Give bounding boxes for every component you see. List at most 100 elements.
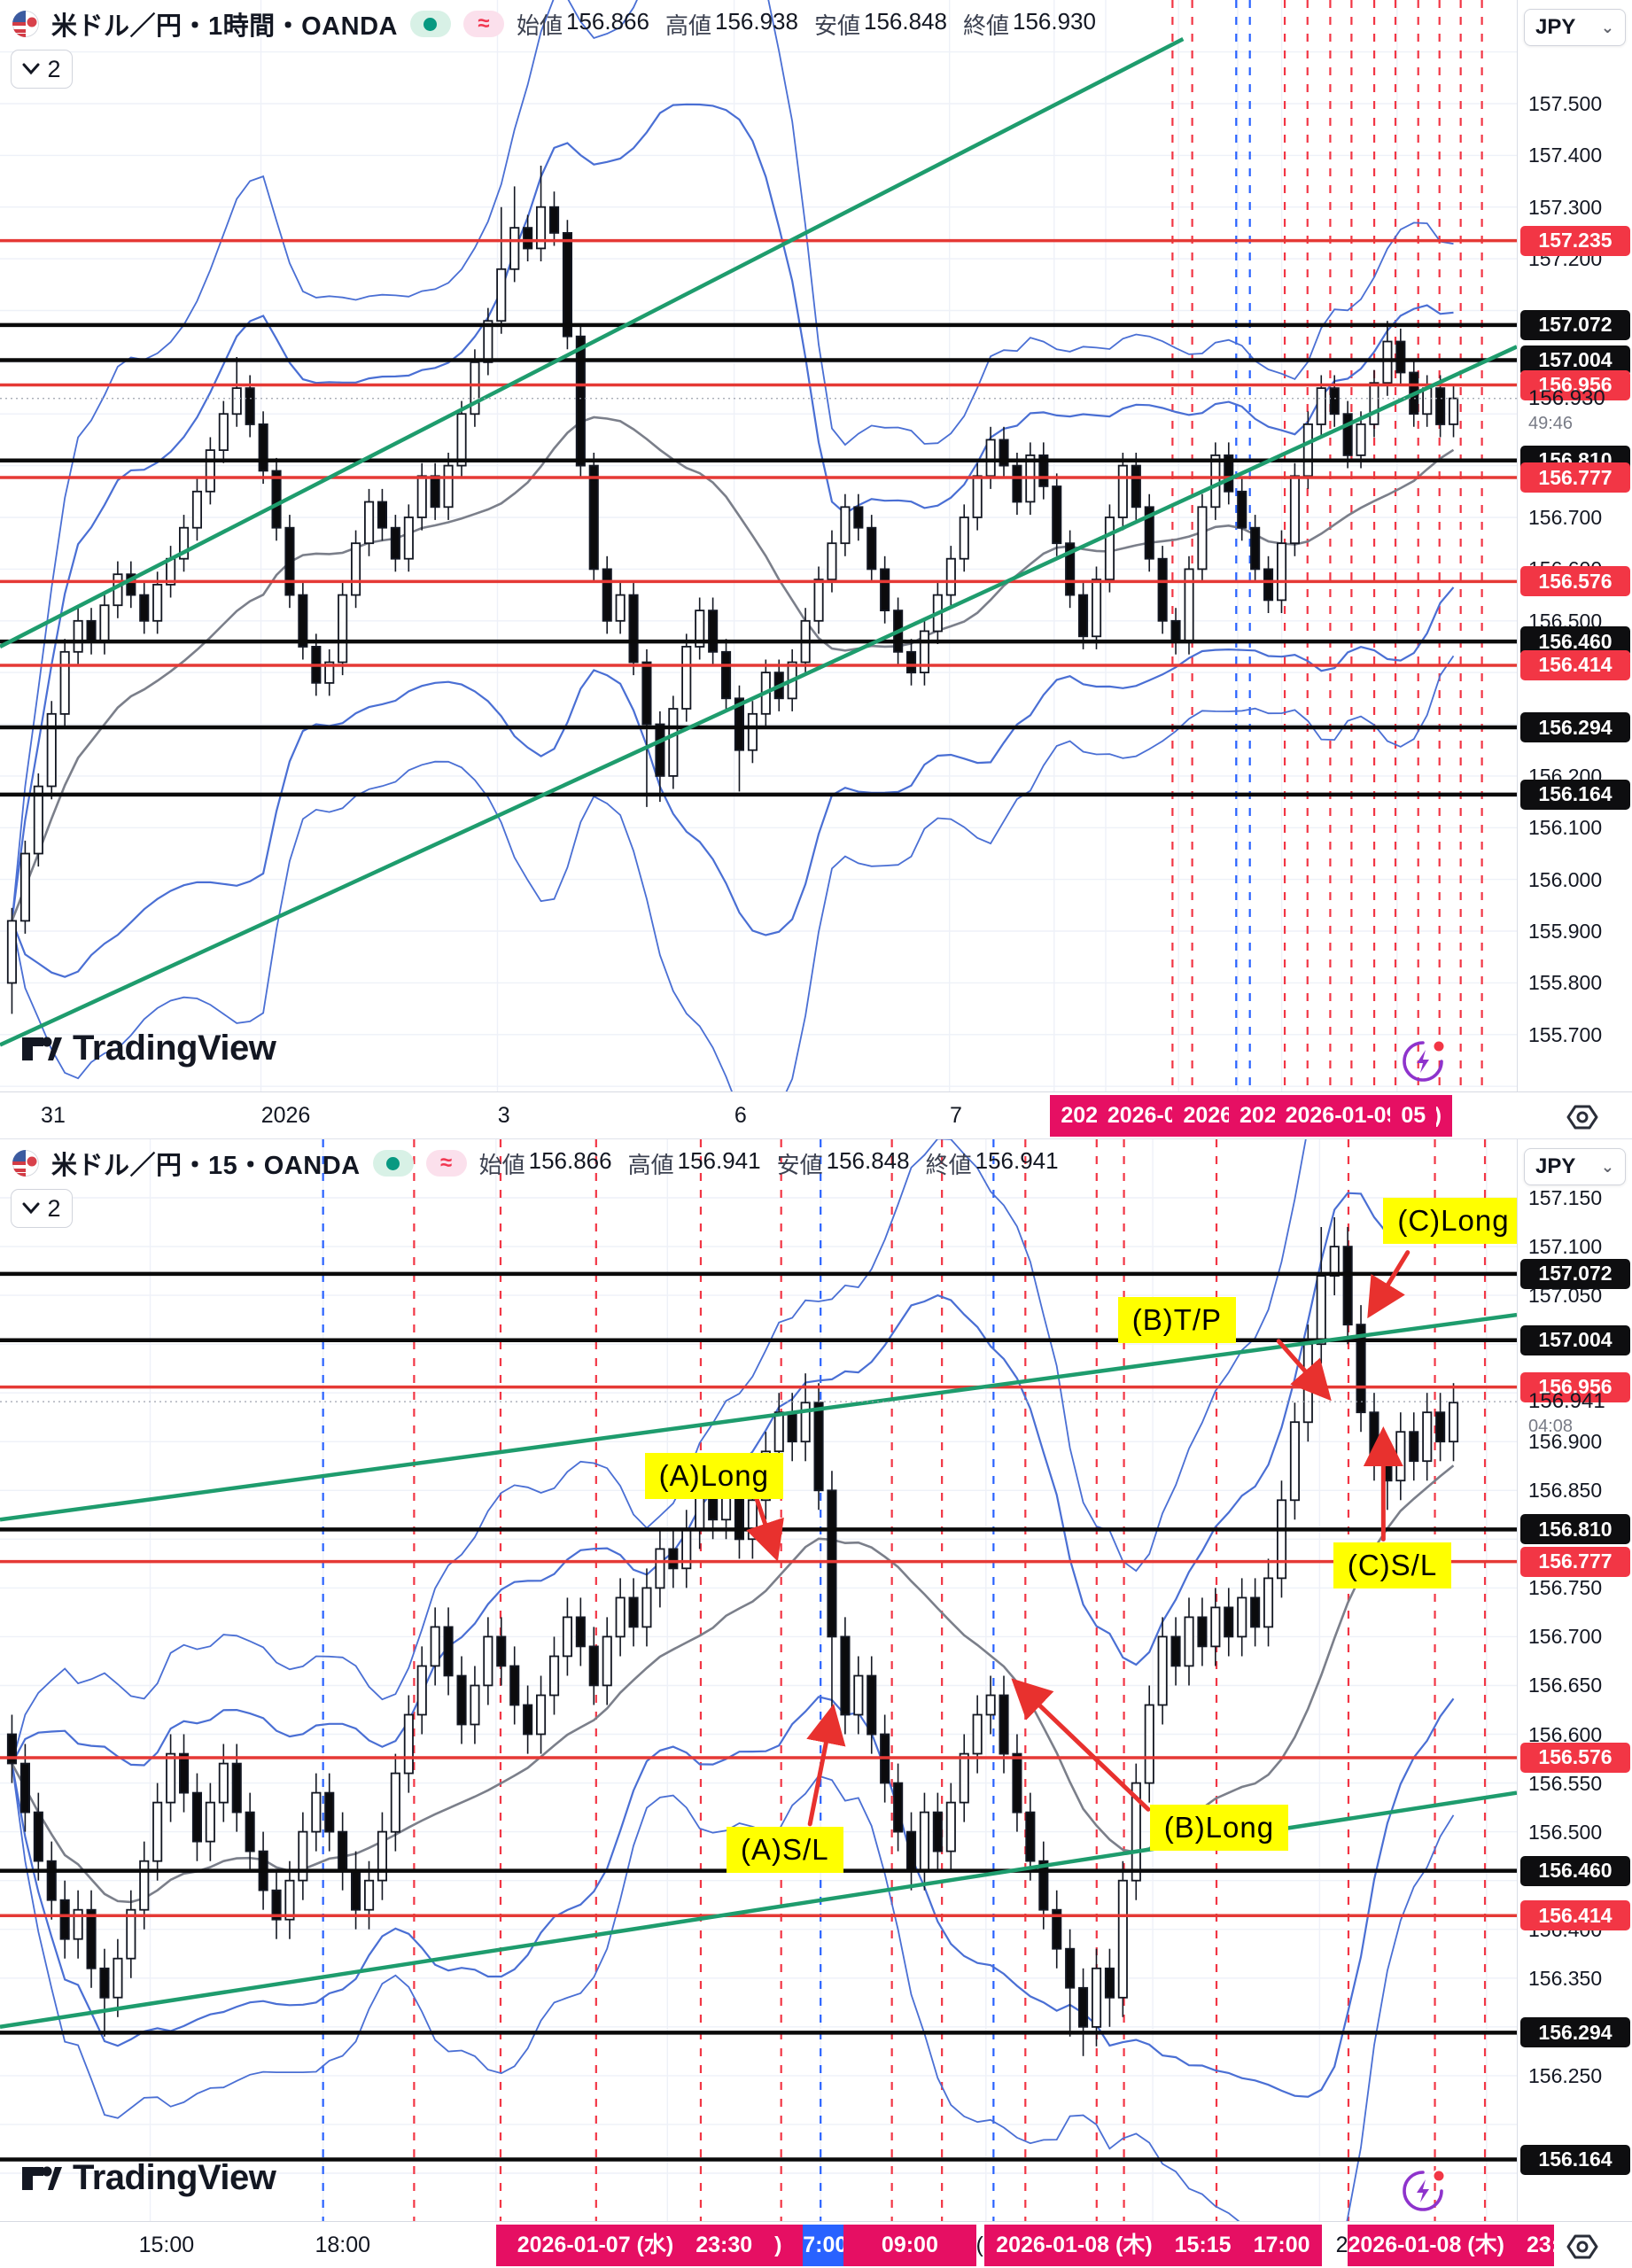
indicator-count: 2 [47,55,61,82]
trendlines-layer [0,1312,1517,2030]
bollinger-bands-layer [11,0,1455,1091]
trendlines-layer [0,36,1517,1047]
price-level-badge: 156.576 [1520,1742,1630,1773]
trade-annotation-label[interactable]: (B)T/P [1117,1297,1237,1344]
session-vlines-layer [322,1139,1487,2221]
trade-annotation-label[interactable]: (C)S/L [1333,1542,1452,1588]
price-level-badge: 156.294 [1520,2017,1630,2048]
symbol-header-15m: 米ドル／円・15・OANDA ≈ 始値 156.866 高値 156.941 安値 156… [12,1146,1059,1180]
price-level-badge: 156.460 [1520,1855,1630,1886]
tradingview-logo-icon [22,2166,62,2190]
price-tick: 157.300 [1528,195,1603,219]
symbol-title[interactable]: 米ドル／円・1時間・OANDA [51,12,398,41]
ohlc-value: 156.941 [677,1146,761,1174]
currency-label: JPY [1535,15,1576,39]
time-axis-1h[interactable]: 31 2026 3 6 7 2026 2026-01-0 2026-0 2026 2026-01-… [0,1091,1632,1138]
candlestick-plot-15m[interactable] [0,1139,1517,2221]
price-level-badge: 157.004 [1520,1324,1630,1355]
indicator-collapse-button[interactable]: 2 [11,1189,73,1228]
session-date-chip: 2026-01-08 (木) 15:15 17:00 [983,2225,1322,2266]
usdjpy-flag-icon [12,11,39,37]
time-label: 18:00 [315,2233,371,2257]
price-chart-15m[interactable]: 米ドル／円・15・OANDA ≈ 始値 156.866 高値 156.941 安値 156… [0,1139,1517,2221]
trade-annotation-label[interactable]: (B)Long [1149,1804,1289,1851]
price-level-badge: 156.777 [1520,462,1630,493]
market-open-dot[interactable] [372,1150,414,1177]
ohlc-pair: 終値 156.941 [926,1147,1059,1180]
price-level-badge: 156.810 [1520,1514,1630,1545]
current-price: 156.930 [1528,385,1605,410]
ohlc-value: 156.866 [528,1146,612,1174]
chevron-down-icon: ⌄ [1600,18,1614,36]
bollinger-bands-layer [11,1139,1455,2221]
candlestick-plot-1h[interactable] [0,0,1517,1091]
gear-icon[interactable] [1565,2229,1600,2264]
time-label: 31 [41,1103,66,1128]
ohlc-label: 高値 [627,1151,674,1178]
trade-annotation-label[interactable]: (A)Long [644,1453,783,1500]
ohlc-pair: 終値 156.930 [963,8,1096,41]
time-label: 2 [1335,2233,1348,2257]
ohlc-label: 安値 [776,1151,823,1178]
price-level-badge: 156.777 [1520,1546,1630,1577]
price-level-badge: 156.414 [1520,1900,1630,1931]
tradingview-logo[interactable]: TradingView [21,1029,276,1068]
instant-order-lightning-icon[interactable] [1400,1038,1446,1084]
price-level-badge: 156.294 [1520,712,1630,743]
chevron-down-icon [22,1202,40,1215]
ohlc-pair: 安値 156.848 [814,8,947,41]
session-date-chip: 7:00 [803,2225,844,2266]
symbol-title[interactable]: 米ドル／円・15・OANDA [51,1152,361,1180]
ohlc-pair: 高値 156.938 [665,8,798,41]
price-tick: 156.250 [1528,2063,1603,2087]
trade-annotation-label[interactable]: (C)Long [1383,1198,1517,1245]
brand-name: TradingView [73,1029,276,1068]
time-axis-15m[interactable]: 15:00 18:00 (2 2026-01-07 (水) 23:30 ) 7:00 09… [0,2221,1632,2268]
current-price-label: 156.930 49:46 [1528,386,1605,434]
gear-icon[interactable] [1565,1099,1600,1135]
indicator-collapse-button[interactable]: 2 [11,50,73,89]
price-level-badge: 156.576 [1520,566,1630,597]
price-tick: 157.400 [1528,144,1603,167]
price-tick: 155.900 [1528,920,1603,944]
current-price: 156.941 [1528,1389,1605,1414]
price-tick: 156.100 [1528,816,1603,840]
ohlc-label: 始値 [478,1151,525,1178]
ohlc-pair: 安値 156.848 [777,1147,910,1180]
price-level-badge: 156.164 [1520,779,1630,810]
grid-layer [0,0,1517,1091]
currency-scale-button[interactable]: JPY ⌄ [1524,9,1626,46]
ohlc-label: 始値 [516,12,563,39]
ohlc-value: 156.941 [975,1146,1059,1174]
price-tick: 156.500 [1528,1820,1603,1844]
time-label: 6 [734,1103,747,1128]
ohlc-label: 終値 [962,12,1009,39]
market-open-dot[interactable] [409,11,451,37]
price-tick: 157.100 [1528,1235,1603,1259]
ohlc-value: 156.930 [1012,7,1096,35]
price-level-badge: 157.072 [1520,1258,1630,1289]
horizontal-levels-layer [0,238,1517,797]
price-scale-15m[interactable]: JPY ⌄ 157.150 157.100 157.050 156.900 156.85… [1517,1139,1632,2221]
tradingview-logo[interactable]: TradingView [21,2158,276,2198]
bar-countdown: 04:08 [1528,1417,1574,1437]
price-level-badge: 156.956 [1520,369,1630,400]
tradingview-logo-icon [22,1037,62,1060]
ohlc-value: 156.848 [826,1146,910,1174]
price-level-badge: 157.072 [1520,309,1630,340]
price-tick: 156.650 [1528,1674,1603,1697]
currency-label: JPY [1535,1154,1576,1178]
chevron-down-icon: ⌄ [1600,1157,1614,1176]
currency-scale-button[interactable]: JPY ⌄ [1524,1148,1626,1185]
trade-annotation-label[interactable]: (A)S/L [727,1827,843,1874]
price-scale-1h[interactable]: JPY ⌄ 157.500 157.400 157.300 157.200 156.70… [1517,0,1632,1091]
session-vlines-layer [1171,0,1483,1091]
approx-data-icon[interactable]: ≈ [425,1150,467,1177]
price-chart-1h[interactable]: 米ドル／円・1時間・OANDA ≈ 始値 156.866 高値 156.938 安値 15… [0,0,1517,1091]
instant-order-lightning-icon[interactable] [1400,2168,1446,2214]
grid-layer [0,1139,1517,2221]
price-tick: 156.850 [1528,1479,1603,1503]
time-label: 2026 [260,1103,311,1128]
session-date-chip: 09:00 [843,2225,976,2266]
approx-data-icon[interactable]: ≈ [462,11,504,37]
